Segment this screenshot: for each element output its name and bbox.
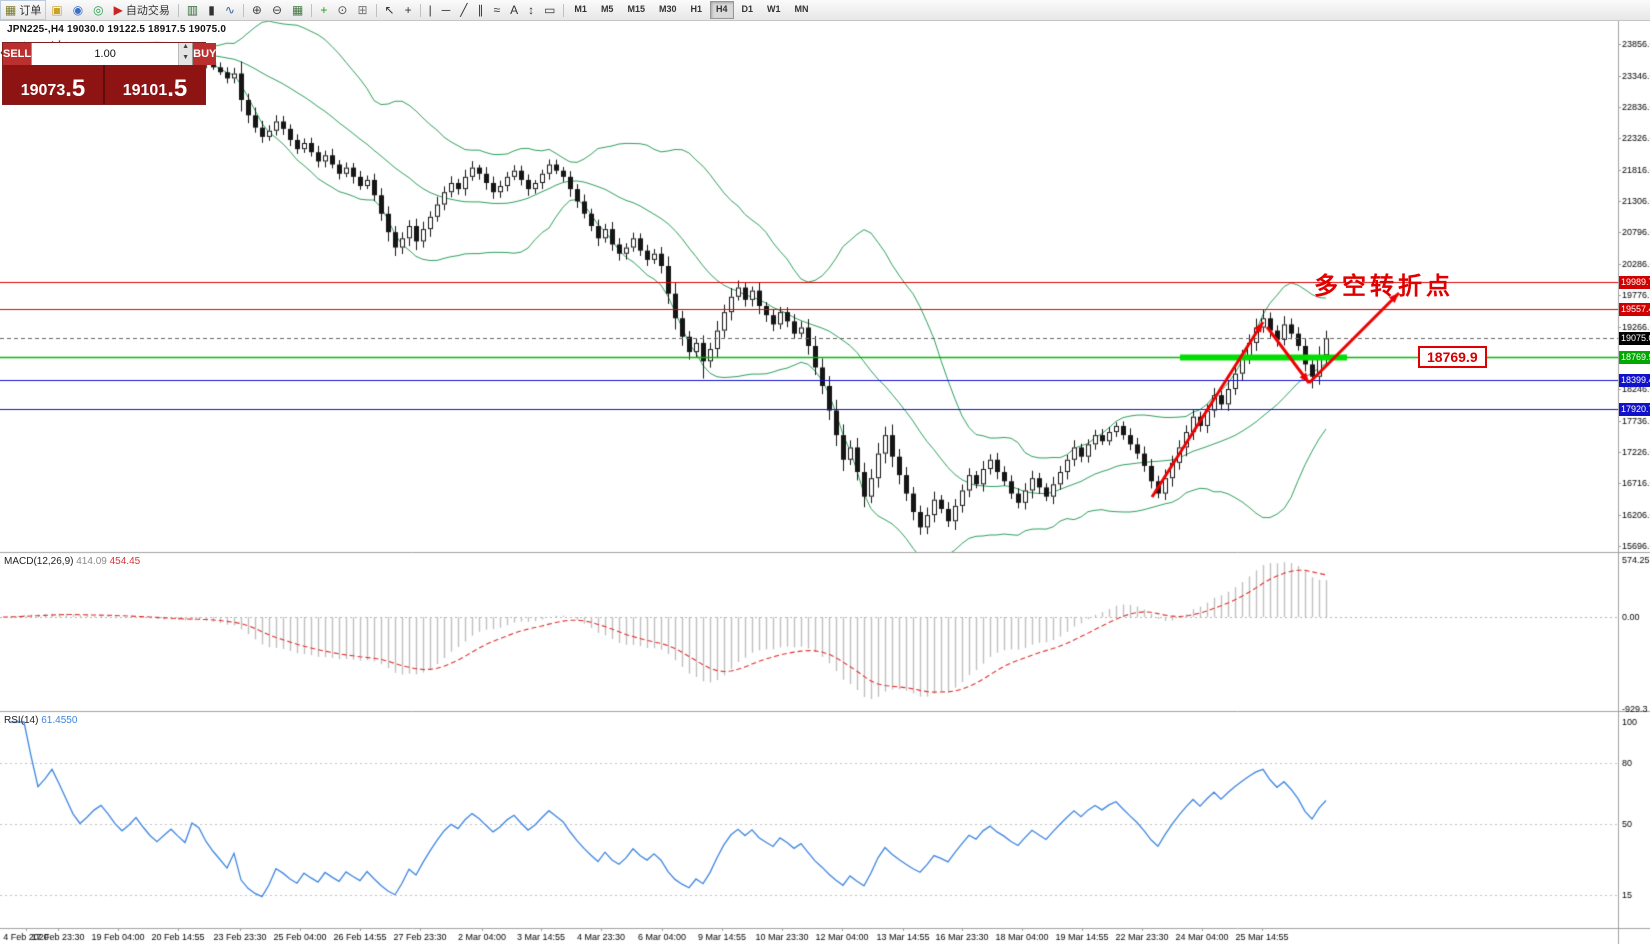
one-click-trading-panel: SELL ▲ ▼ BUY 19073.5 19101.5 bbox=[2, 42, 217, 105]
toolbar-separator bbox=[563, 3, 565, 17]
timeframe-mn[interactable]: MN bbox=[794, 4, 809, 14]
horizontal-line-icon: ─ bbox=[441, 3, 451, 17]
navigator-icon[interactable]: ◎ bbox=[88, 0, 108, 20]
toolbar-separator bbox=[242, 3, 244, 17]
vertical-line-icon: | bbox=[428, 3, 432, 17]
turning-point-annotation: 多空转折点 bbox=[1314, 272, 1454, 300]
vertical-line-icon[interactable]: | bbox=[424, 0, 437, 20]
buy-price[interactable]: 19101.5 bbox=[105, 65, 205, 104]
auto-trading-button-label: 自动交易 bbox=[125, 5, 170, 17]
volume-decrease-button[interactable]: ▼ bbox=[179, 54, 193, 65]
zoom-out-icon[interactable]: ⊖ bbox=[267, 0, 287, 20]
toolbar: ▦ 订单 ▣ ◉ ◎ ▶ 自动交易 ▥ ▮ ∿ ⊕ ⊖ ▦ + ⊙ ⊞ ↖ + | ─ ╱ ∥ ≈ A ↕ ▭ M1 M5 M15 M3… bbox=[0, 0, 1650, 21]
price-badge-18769.9: 18769.9 bbox=[1619, 351, 1650, 365]
price-badge-19557.4: 19557.4 bbox=[1619, 302, 1650, 316]
shapes-icon: ▭ bbox=[544, 3, 556, 17]
bar-chart-icon[interactable]: ▥ bbox=[182, 0, 203, 20]
candlestick-chart-icon: ▮ bbox=[208, 3, 215, 17]
cursor-icon[interactable]: ↖ bbox=[380, 0, 400, 20]
buy-price-main: 19101 bbox=[122, 82, 168, 99]
line-chart-icon[interactable]: ∿ bbox=[220, 0, 240, 20]
cursor-icon: ↖ bbox=[384, 3, 395, 17]
market-watch-icon: ◉ bbox=[72, 3, 84, 17]
period-icon[interactable]: ⊙ bbox=[332, 0, 352, 20]
template-icon: ⊞ bbox=[357, 3, 368, 17]
chart-window-icon: ▣ bbox=[51, 3, 63, 17]
toolbar-separator bbox=[311, 3, 313, 17]
buy-button[interactable]: BUY bbox=[193, 43, 217, 65]
template-icon[interactable]: ⊞ bbox=[352, 0, 372, 20]
arrows-icon[interactable]: ↕ bbox=[523, 0, 539, 20]
buy-price-frac: .5 bbox=[167, 75, 188, 102]
fibonacci-icon: ≈ bbox=[493, 3, 501, 17]
timeframe-w1[interactable]: W1 bbox=[767, 4, 781, 14]
navigator-icon: ◎ bbox=[93, 3, 104, 17]
new-order-icon: ▦ bbox=[5, 3, 17, 17]
period-icon: ⊙ bbox=[337, 3, 348, 17]
toolbar-separator bbox=[375, 3, 377, 17]
text-icon[interactable]: A bbox=[505, 0, 523, 20]
trendline-icon: ╱ bbox=[460, 3, 468, 17]
indicators-icon: + bbox=[320, 3, 328, 17]
toolbar-separator bbox=[177, 3, 179, 17]
sell-price[interactable]: 19073.5 bbox=[3, 65, 103, 104]
crosshair-icon: + bbox=[404, 3, 412, 17]
level-price-label: 18769.9 bbox=[1418, 346, 1487, 368]
sell-button[interactable]: SELL bbox=[3, 43, 32, 65]
grid-icon[interactable]: ▦ bbox=[287, 0, 308, 20]
fibonacci-icon[interactable]: ≈ bbox=[488, 0, 505, 20]
grid-icon: ▦ bbox=[292, 3, 304, 17]
text-icon: A bbox=[510, 3, 519, 17]
toolbar-items: ▦ 订单 ▣ ◉ ◎ ▶ 自动交易 ▥ ▮ ∿ ⊕ ⊖ ▦ + ⊙ ⊞ ↖ + | ─ ╱ ∥ ≈ A ↕ ▭ bbox=[0, 0, 567, 20]
volume-box: ▲ ▼ bbox=[31, 43, 194, 65]
timeframe-h4[interactable]: H4 bbox=[710, 1, 734, 19]
toolbar-separator bbox=[419, 3, 421, 17]
trendline-icon[interactable]: ╱ bbox=[455, 0, 472, 20]
price-badge-17920.7: 17920.7 bbox=[1619, 403, 1650, 417]
chart-window-icon[interactable]: ▣ bbox=[46, 0, 67, 20]
rsi-indicator-label: RSI(14) 61.4550 bbox=[4, 715, 78, 726]
shapes-icon[interactable]: ▭ bbox=[539, 0, 560, 20]
timeframe-m30[interactable]: M30 bbox=[658, 4, 677, 14]
timeframe-d1[interactable]: D1 bbox=[741, 4, 754, 14]
symbol-info: JPN225-,H4 19030.0 19122.5 18917.5 19075… bbox=[7, 24, 227, 35]
timeframe-h1[interactable]: H1 bbox=[690, 4, 702, 14]
auto-trading-button[interactable]: ▶ 自动交易 bbox=[109, 0, 175, 20]
indicators-icon[interactable]: + bbox=[315, 0, 332, 20]
bar-chart-icon: ▥ bbox=[186, 3, 199, 17]
candlestick-chart-icon[interactable]: ▮ bbox=[203, 0, 220, 20]
price-badge-19989.7: 19989.7 bbox=[1619, 276, 1650, 290]
volume-increase-button[interactable]: ▲ bbox=[179, 43, 193, 54]
timeframe-group: M1 M5 M15 M30 H1 H4 D1 W1 MN bbox=[567, 1, 815, 19]
zoom-in-icon: ⊕ bbox=[251, 3, 262, 17]
arrows-icon: ↕ bbox=[528, 3, 535, 17]
line-chart-icon: ∿ bbox=[224, 3, 235, 17]
timeframe-m15[interactable]: M15 bbox=[627, 4, 645, 14]
price-badge-18399.4: 18399.4 bbox=[1619, 373, 1650, 387]
zoom-in-icon[interactable]: ⊕ bbox=[247, 0, 267, 20]
market-watch-icon[interactable]: ◉ bbox=[68, 0, 88, 20]
current-price-badge-19075.0: 19075.0 bbox=[1619, 332, 1650, 346]
new-order-button[interactable]: ▦ 订单 bbox=[0, 0, 47, 20]
new-order-button-label: 订单 bbox=[19, 5, 42, 17]
volume-input[interactable] bbox=[32, 43, 179, 65]
zoom-out-icon: ⊖ bbox=[271, 3, 283, 17]
channel-icon[interactable]: ∥ bbox=[472, 0, 488, 20]
sell-price-main: 19073 bbox=[20, 82, 66, 99]
channel-icon: ∥ bbox=[477, 3, 484, 17]
sell-price-frac: .5 bbox=[65, 75, 86, 102]
timeframe-m5[interactable]: M5 bbox=[600, 4, 614, 14]
macd-indicator-label: MACD(12,26,9) 414.09 454.45 bbox=[4, 556, 141, 567]
auto-trading-icon: ▶ bbox=[113, 3, 123, 17]
horizontal-line-icon[interactable]: ─ bbox=[437, 0, 456, 20]
crosshair-icon[interactable]: + bbox=[400, 0, 417, 20]
timeframe-m1[interactable]: M1 bbox=[574, 4, 587, 14]
